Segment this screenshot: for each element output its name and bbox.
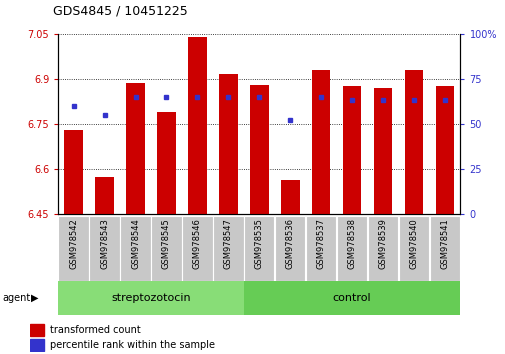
Text: GSM978541: GSM978541: [440, 218, 448, 269]
Bar: [157, 112, 175, 214]
Bar: [280, 179, 299, 214]
Text: GSM978540: GSM978540: [409, 218, 418, 269]
Text: GSM978537: GSM978537: [316, 218, 325, 269]
Bar: [398, 216, 428, 281]
Text: control: control: [332, 293, 371, 303]
Bar: [342, 86, 361, 214]
Bar: [30, 324, 43, 336]
Bar: [219, 74, 237, 214]
Bar: [59, 216, 89, 281]
Text: percentile rank within the sample: percentile rank within the sample: [50, 340, 215, 350]
Bar: [120, 216, 150, 281]
Text: GSM978538: GSM978538: [347, 218, 356, 269]
Bar: [367, 216, 397, 281]
Bar: [188, 37, 207, 214]
Bar: [336, 216, 367, 281]
Text: GSM978544: GSM978544: [131, 218, 140, 269]
Bar: [182, 216, 212, 281]
Text: GSM978536: GSM978536: [285, 218, 294, 269]
Text: streptozotocin: streptozotocin: [111, 293, 190, 303]
Text: transformed count: transformed count: [50, 325, 141, 335]
Bar: [243, 281, 460, 315]
Text: GSM978542: GSM978542: [69, 218, 78, 269]
Text: GSM978546: GSM978546: [192, 218, 201, 269]
Bar: [249, 85, 268, 214]
Text: GSM978535: GSM978535: [255, 218, 263, 269]
Text: GSM978539: GSM978539: [378, 218, 387, 269]
Bar: [244, 216, 274, 281]
Bar: [89, 216, 120, 281]
Bar: [311, 70, 330, 214]
Text: GSM978545: GSM978545: [162, 218, 171, 269]
Bar: [30, 339, 43, 351]
Bar: [126, 83, 144, 214]
Bar: [429, 216, 459, 281]
Bar: [306, 216, 336, 281]
Bar: [213, 216, 243, 281]
Bar: [64, 130, 83, 214]
Bar: [95, 177, 114, 214]
Text: agent: agent: [3, 293, 31, 303]
Text: GSM978547: GSM978547: [223, 218, 232, 269]
Bar: [373, 88, 391, 214]
Text: GSM978543: GSM978543: [100, 218, 109, 269]
Bar: [151, 216, 181, 281]
Bar: [435, 86, 453, 214]
Bar: [404, 70, 423, 214]
Bar: [58, 281, 243, 315]
Text: ▶: ▶: [31, 293, 39, 303]
Text: GDS4845 / 10451225: GDS4845 / 10451225: [53, 5, 187, 18]
Bar: [275, 216, 305, 281]
